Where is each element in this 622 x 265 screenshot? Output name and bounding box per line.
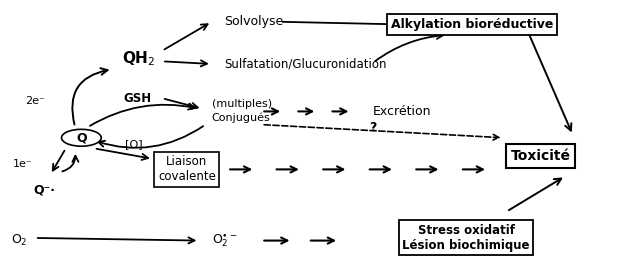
Text: Toxicité: Toxicité (511, 149, 570, 163)
Text: Alkylation bioréductive: Alkylation bioréductive (391, 18, 554, 31)
Text: ?: ? (369, 121, 377, 134)
Text: Q: Q (76, 131, 86, 144)
Text: Excrétion: Excrétion (373, 105, 432, 118)
Text: Stress oxidatif
Lésion biochimique: Stress oxidatif Lésion biochimique (402, 224, 530, 252)
Text: Conjugués: Conjugués (211, 113, 271, 123)
Text: GSH: GSH (123, 92, 151, 105)
Text: (multiples): (multiples) (211, 99, 272, 109)
Text: QH$_2$: QH$_2$ (122, 49, 156, 68)
Text: O$_2^{\bullet-}$: O$_2^{\bullet-}$ (211, 232, 237, 249)
Text: Solvolyse: Solvolyse (224, 15, 284, 28)
Text: 1e⁻: 1e⁻ (12, 159, 32, 169)
Text: [O]: [O] (125, 139, 143, 149)
Text: Sulfatation/Glucuronidation: Sulfatation/Glucuronidation (224, 58, 387, 70)
Text: Liaison
covalente: Liaison covalente (158, 155, 216, 183)
Circle shape (62, 129, 101, 146)
Text: Q⁻·: Q⁻· (33, 184, 55, 197)
Text: 2e⁻: 2e⁻ (25, 96, 45, 106)
Text: O$_2$: O$_2$ (11, 233, 27, 248)
